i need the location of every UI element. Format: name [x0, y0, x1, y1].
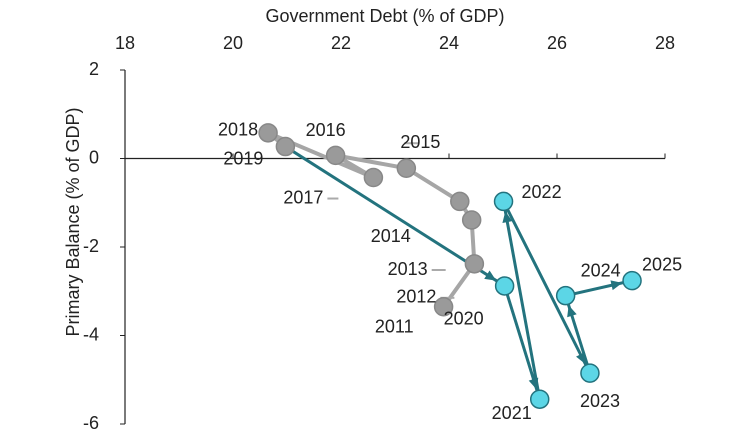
y-tick-label: -6 — [83, 413, 99, 433]
arrowhead — [484, 270, 497, 281]
point-label: 2021 — [492, 403, 532, 423]
arrowhead — [576, 352, 586, 365]
point-label: 2015 — [400, 132, 440, 152]
point-label: 2016 — [306, 120, 346, 140]
point — [450, 191, 470, 212]
x-tick-label: 20 — [223, 33, 243, 53]
y-tick-label: -4 — [83, 324, 99, 344]
point-label: 2011 — [375, 316, 414, 336]
point — [622, 270, 642, 291]
point — [555, 285, 576, 306]
point — [275, 136, 296, 157]
point-label: 2014 — [371, 226, 411, 246]
point — [464, 254, 485, 274]
point-label: 2012 — [396, 287, 436, 307]
y-tick-label: -2 — [83, 236, 99, 256]
point — [493, 191, 514, 212]
arrowhead — [502, 211, 513, 223]
x-axis-title: Government Debt (% of GDP) — [265, 6, 504, 26]
y-axis-title: Primary Balance (% of GDP) — [63, 107, 83, 336]
point-label: 2024 — [581, 260, 621, 280]
y-tick-label: 0 — [89, 147, 99, 167]
point-label: 2017 — [283, 187, 323, 207]
point — [258, 123, 278, 143]
y-tick-label: 2 — [89, 59, 99, 79]
point — [461, 210, 482, 230]
x-tick-label: 28 — [655, 33, 675, 53]
point — [325, 145, 346, 166]
point-label: 2023 — [580, 391, 620, 411]
point-label: 2020 — [444, 309, 484, 329]
point-label: 2019 — [223, 148, 263, 168]
point — [433, 296, 454, 317]
arrowhead — [528, 377, 539, 390]
x-tick-label: 18 — [115, 33, 135, 53]
point — [580, 363, 600, 383]
point-label: 2018 — [218, 120, 258, 140]
point — [529, 389, 550, 409]
x-tick-label: 22 — [331, 33, 351, 53]
point-label: 2025 — [642, 254, 682, 274]
arrowhead — [567, 305, 577, 318]
x-tick-label: 26 — [547, 33, 567, 53]
x-tick-label: 24 — [439, 33, 459, 53]
point — [363, 167, 384, 188]
point — [494, 276, 515, 296]
point-label: 2022 — [522, 182, 562, 202]
point — [396, 158, 417, 178]
point-label: 2013 — [388, 259, 428, 279]
arrowhead — [610, 280, 623, 291]
